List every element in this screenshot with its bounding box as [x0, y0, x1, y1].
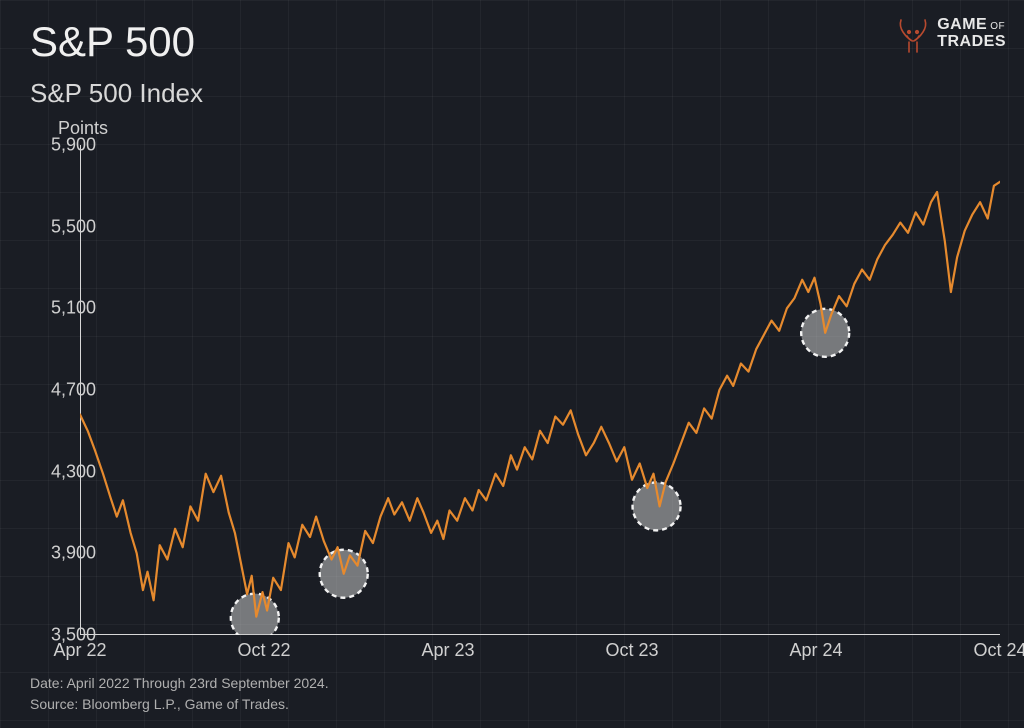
xtick-label: Oct 24: [973, 640, 1024, 661]
chart-footer: Date: April 2022 Through 23rd September …: [30, 673, 329, 714]
bull-icon: [895, 12, 931, 56]
chart-title: S&P 500: [30, 18, 195, 66]
ytick-label: 4,300: [51, 461, 96, 482]
chart-subtitle: S&P 500 Index: [30, 78, 203, 109]
ytick-label: 5,100: [51, 298, 96, 319]
xtick-label: Apr 22: [53, 640, 106, 661]
xtick-label: Apr 23: [421, 640, 474, 661]
ytick-label: 5,900: [51, 135, 96, 156]
ytick-label: 4,700: [51, 380, 96, 401]
footer-source: Source: Bloomberg L.P., Game of Trades.: [30, 694, 329, 714]
brand-text: GAMEOF TRADES: [937, 17, 1006, 51]
footer-date-range: Date: April 2022 Through 23rd September …: [30, 673, 329, 693]
xtick-label: Oct 22: [237, 640, 290, 661]
xtick-label: Apr 24: [789, 640, 842, 661]
xtick-label: Oct 23: [605, 640, 658, 661]
brand-logo: GAMEOF TRADES: [895, 12, 1006, 56]
ytick-label: 5,500: [51, 216, 96, 237]
chart-area: [80, 145, 1000, 635]
ytick-label: 3,900: [51, 543, 96, 564]
